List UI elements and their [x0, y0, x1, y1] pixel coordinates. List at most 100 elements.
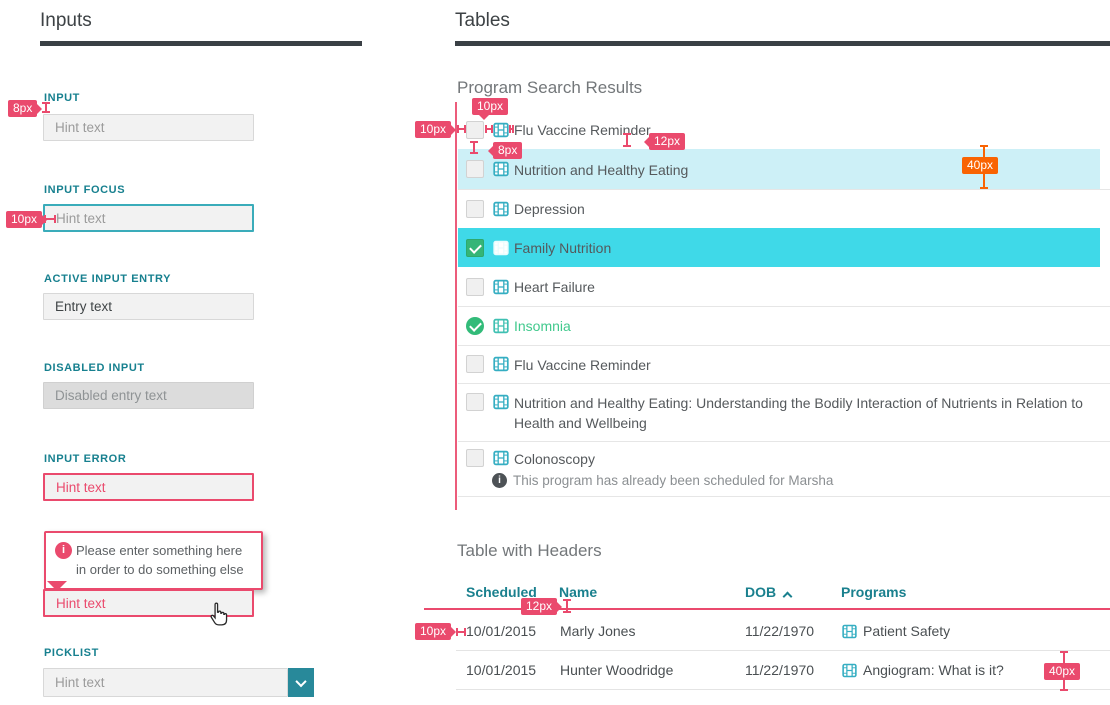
program-row-label: Flu Vaccine Reminder — [514, 122, 651, 138]
measure-badge: 10px — [415, 121, 457, 138]
program-row-note: This program has already been scheduled … — [492, 473, 833, 488]
picklist-dropdown-button[interactable] — [288, 668, 314, 697]
row-separator — [458, 383, 1110, 384]
cursor-pointer-icon — [210, 602, 228, 626]
checkbox-unchecked[interactable] — [466, 449, 484, 467]
program-film-icon — [493, 240, 509, 255]
column-header-name[interactable]: Name — [559, 584, 598, 600]
picklist-label: PICKLIST — [44, 647, 99, 659]
program-row[interactable]: Nutrition and Healthy Eating: Understand… — [458, 383, 1100, 441]
measure-badge: 10px — [6, 211, 48, 228]
program-film-icon — [493, 161, 509, 177]
program-row-hover[interactable]: Nutrition and Healthy Eating — [458, 149, 1100, 189]
picklist[interactable] — [43, 668, 314, 697]
table-row-separator — [456, 689, 1110, 690]
disabled-input-label: DISABLED INPUT — [44, 362, 145, 374]
checkbox-unchecked[interactable] — [466, 199, 484, 218]
program-film-icon — [842, 624, 857, 638]
checkbox-unchecked[interactable] — [466, 393, 484, 411]
cell-name: Hunter Woodridge — [560, 662, 674, 678]
program-film-icon — [493, 356, 509, 372]
program-row[interactable]: Colonoscopy — [458, 441, 1100, 496]
table-row-separator — [456, 650, 1110, 651]
sort-ascending-icon — [782, 591, 793, 602]
error-info-icon — [55, 542, 72, 559]
table-heading: Table with Headers — [457, 541, 602, 560]
info-icon — [492, 473, 507, 488]
checkbox-unchecked[interactable] — [466, 355, 484, 373]
program-row-label: Family Nutrition — [514, 240, 612, 256]
input-focus-label: INPUT FOCUS — [44, 184, 126, 196]
program-row-selected[interactable]: Family Nutrition — [458, 228, 1100, 267]
program-film-icon — [493, 122, 509, 137]
cell-dob: 11/22/1970 — [745, 662, 815, 678]
checkbox-checked[interactable] — [466, 238, 484, 257]
cell-scheduled: 10/01/2015 — [466, 623, 537, 639]
measure-badge: 40px — [1044, 663, 1081, 680]
program-row-label: Insomnia — [514, 318, 571, 334]
check-circle-icon — [466, 316, 484, 335]
column-header-scheduled[interactable]: Scheduled — [466, 584, 537, 600]
row-separator — [458, 496, 1110, 497]
table-row[interactable]: 10/01/2015 Marly Jones 11/22/1970 Patien… — [456, 612, 1110, 650]
annotation-guide-line — [455, 102, 457, 510]
program-row[interactable]: Heart Failure — [458, 267, 1100, 306]
program-row-label: Depression — [514, 201, 585, 217]
program-row-label: Colonoscopy — [514, 451, 595, 467]
program-row-label: Flu Vaccine Reminder — [514, 356, 651, 373]
column-header-dob[interactable]: DOB — [745, 584, 793, 602]
vertical-measure — [623, 133, 631, 147]
checkbox-unchecked[interactable] — [466, 120, 484, 139]
vertical-measure — [470, 141, 478, 154]
vertical-measure — [563, 599, 571, 613]
picklist-input[interactable] — [43, 668, 288, 697]
row-separator — [458, 189, 1110, 190]
input-field[interactable] — [43, 114, 254, 141]
cell-name: Marly Jones — [560, 623, 636, 639]
input-focus-field[interactable] — [43, 204, 254, 232]
program-row-note-text: This program has already been scheduled … — [513, 473, 834, 488]
chevron-down-icon — [295, 675, 307, 687]
table-row[interactable]: 10/01/2015 Hunter Woodridge 11/22/1970 A… — [456, 651, 1110, 689]
measure-badge: 40px — [962, 157, 999, 174]
row-separator — [458, 441, 1110, 442]
checkbox-unchecked[interactable] — [466, 277, 484, 296]
program-list-heading: Program Search Results — [457, 78, 643, 97]
horizontal-measure — [485, 125, 493, 133]
error-tooltip-line1: Please enter something here — [76, 543, 243, 558]
column-header-programs[interactable]: Programs — [841, 584, 907, 600]
cell-program: Patient Safety — [842, 623, 950, 639]
horizontal-measure — [456, 628, 466, 636]
program-film-icon — [493, 450, 509, 466]
row-separator — [458, 345, 1110, 346]
cell-program: Angiogram: What is it? — [842, 662, 1004, 678]
horizontal-measure — [509, 125, 514, 133]
program-row-label: Heart Failure — [514, 279, 595, 295]
checkbox-unchecked[interactable] — [466, 160, 484, 178]
input-error-field[interactable] — [43, 473, 254, 501]
input-label: INPUT — [44, 92, 80, 104]
measure-badge: 10px — [472, 98, 509, 120]
program-film-icon — [493, 279, 509, 294]
measure-badge: 10px — [415, 623, 457, 640]
program-row[interactable]: Flu Vaccine Reminder — [458, 345, 1100, 383]
cell-scheduled: 10/01/2015 — [466, 662, 537, 678]
program-row[interactable]: Depression — [458, 189, 1100, 228]
program-row-label: Nutrition and Healthy Eating — [514, 161, 689, 178]
active-input-field[interactable] — [43, 293, 254, 320]
program-row[interactable]: Flu Vaccine Reminder — [458, 110, 1100, 149]
measure-badge: 8px — [8, 100, 43, 117]
program-row-label: Nutrition and Healthy Eating: Understand… — [514, 395, 1083, 431]
error-tooltip-line2: in order to do something else — [76, 562, 244, 577]
program-film-icon — [493, 394, 509, 410]
program-film-icon — [493, 318, 509, 333]
input-error-label: INPUT ERROR — [44, 453, 127, 465]
annotation-header-line — [424, 608, 1110, 610]
measure-badge: 12px — [643, 133, 686, 150]
program-row-completed[interactable]: Insomnia — [458, 306, 1100, 345]
tooltip-caret — [47, 581, 67, 591]
row-separator — [458, 306, 1110, 307]
program-film-icon — [842, 663, 857, 677]
tables-section-rule — [455, 41, 1110, 46]
